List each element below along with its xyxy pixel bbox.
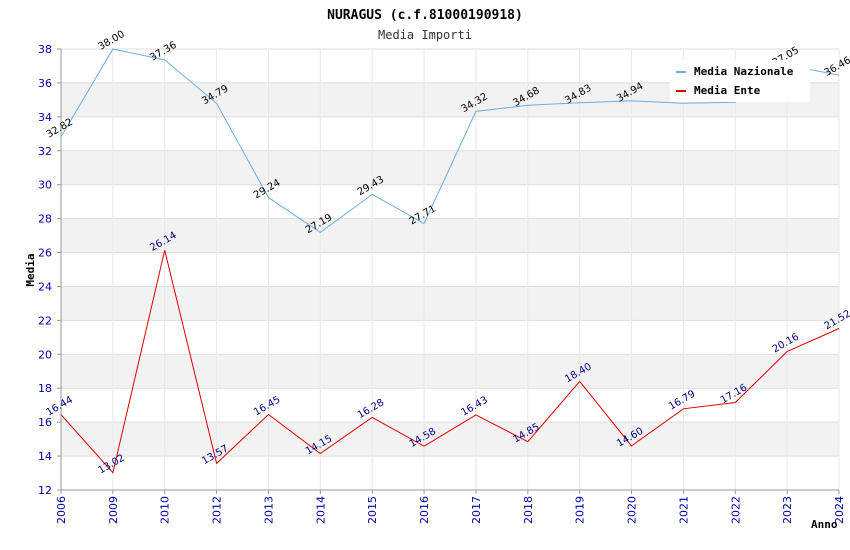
legend-label-media-nazionale: Media Nazionale [694,65,794,78]
y-tick-label: 18 [38,382,52,395]
data-label: 16.28 [356,397,386,421]
x-tick-label: 2010 [159,496,172,524]
x-tick-label: 2022 [729,496,742,524]
y-tick-label: 24 [38,280,52,293]
y-tick-label: 34 [38,111,52,124]
y-tick-label: 14 [38,450,52,463]
x-tick-label: 2014 [314,496,327,524]
y-tick-label: 26 [38,247,52,260]
x-tick-label: 2021 [677,496,690,524]
y-tick-label: 22 [38,314,52,327]
grid-band [61,422,839,457]
grid-lines [60,48,840,491]
series-lines [60,48,840,474]
data-label: 16.45 [252,394,282,418]
x-tick-labels: 2006 2009 2010 2012 2013 2014 2015 2016 2017 2018… [55,496,846,524]
chart-title: NURAGUS (c.f.81000190918) [327,8,523,23]
x-tick-label: 2006 [55,496,68,524]
x-axis-label: Anno [811,518,838,531]
series-line-media-nazionale [60,48,840,234]
data-label: 16.44 [45,395,75,419]
x-tick-label: 2015 [366,496,379,524]
grid-band [61,218,839,253]
x-tick-label: 2017 [470,496,483,524]
x-tick-label: 2009 [107,496,120,524]
y-tick-label: 12 [38,484,52,497]
y-tick-label: 20 [38,348,52,361]
axes [57,48,840,494]
y-tick-label: 38 [38,43,52,56]
data-label: 16.43 [460,395,490,419]
legend: Media Nazionale Media Ente [670,60,810,102]
x-tick-label: 2024 [833,496,846,524]
x-tick-label: 2013 [262,496,275,524]
x-tick-label: 2023 [781,496,794,524]
y-tick-labels: 12 14 16 18 20 22 24 26 28 30 32 34 36 38 [38,43,52,497]
y-tick-label: 30 [38,179,52,192]
grid-band [61,354,839,389]
y-axis-label: Media [24,253,37,286]
y-tick-label: 28 [38,213,52,226]
legend-box [670,60,810,102]
y-tick-label: 16 [38,416,52,429]
x-tick-label: 2018 [522,496,535,524]
x-tick-label: 2020 [626,496,639,524]
x-tick-label: 2019 [574,496,587,524]
legend-label-media-ente: Media Ente [694,84,761,97]
data-label: 16.79 [667,389,697,413]
grid-band [61,286,839,321]
x-tick-label: 2012 [211,496,224,524]
data-label: 20.16 [771,331,801,355]
y-tick-label: 36 [38,77,52,90]
series-line-media-ente [60,250,840,474]
chart-subtitle: Media Importi [378,28,472,42]
data-label: 36.46 [823,55,850,79]
y-tick-label: 32 [38,145,52,158]
x-tick-label: 2016 [418,496,431,524]
